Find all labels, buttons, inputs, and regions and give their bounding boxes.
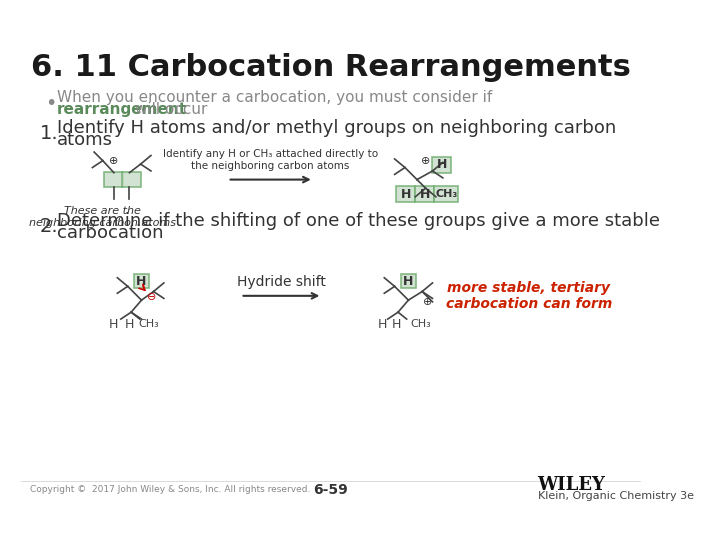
Text: •: • bbox=[45, 94, 56, 113]
Text: Copyright ©  2017 John Wiley & Sons, Inc. All rights reserved.: Copyright © 2017 John Wiley & Sons, Inc.… bbox=[30, 485, 310, 494]
Text: 6. 11 Carbocation Rearrangements: 6. 11 Carbocation Rearrangements bbox=[31, 53, 631, 82]
Text: When you encounter a carbocation, you must consider if: When you encounter a carbocation, you mu… bbox=[57, 90, 492, 105]
Text: H: H bbox=[437, 158, 447, 172]
Text: H: H bbox=[400, 188, 411, 201]
Text: Determine if the shifting of one of these groups give a more stable: Determine if the shifting of one of thes… bbox=[57, 212, 660, 230]
Text: ⊕: ⊕ bbox=[421, 156, 431, 166]
Bar bbox=[433, 157, 451, 173]
Text: H: H bbox=[420, 188, 430, 201]
Text: H: H bbox=[109, 318, 119, 330]
Text: CH₃: CH₃ bbox=[435, 189, 457, 199]
Text: carbocation: carbocation bbox=[57, 224, 163, 242]
Text: 2.: 2. bbox=[40, 218, 58, 237]
Text: 1.: 1. bbox=[40, 124, 58, 144]
Text: H: H bbox=[403, 275, 413, 288]
Bar bbox=[415, 186, 434, 202]
Text: 6-59: 6-59 bbox=[313, 483, 348, 497]
Text: CH₃: CH₃ bbox=[138, 319, 158, 329]
Bar bbox=[104, 172, 123, 187]
Text: ⊕: ⊕ bbox=[423, 297, 432, 307]
Text: Identify H atoms and/or methyl groups on neighboring carbon: Identify H atoms and/or methyl groups on… bbox=[57, 119, 616, 137]
Text: H: H bbox=[125, 318, 134, 330]
Text: CH₃: CH₃ bbox=[410, 319, 431, 329]
Text: rearrangement: rearrangement bbox=[57, 103, 187, 117]
Text: Hydride shift: Hydride shift bbox=[237, 275, 325, 289]
Bar bbox=[122, 172, 140, 187]
Text: Klein, Organic Chemistry 3e: Klein, Organic Chemistry 3e bbox=[538, 490, 693, 501]
Bar bbox=[400, 274, 416, 288]
Bar bbox=[134, 274, 149, 288]
Text: ⊕: ⊕ bbox=[109, 156, 119, 166]
Text: H: H bbox=[378, 318, 387, 330]
Text: WILEY: WILEY bbox=[538, 476, 606, 494]
Text: will occur: will occur bbox=[130, 103, 207, 117]
Bar bbox=[434, 186, 459, 202]
Bar bbox=[396, 186, 415, 202]
Text: Identify any H or CH₃ attached directly to
the neighboring carbon atoms: Identify any H or CH₃ attached directly … bbox=[163, 150, 378, 171]
Text: atoms: atoms bbox=[57, 131, 113, 149]
Text: ⊖: ⊖ bbox=[147, 292, 156, 302]
Text: H: H bbox=[392, 318, 401, 330]
Text: These are the
neighboring carbon atoms: These are the neighboring carbon atoms bbox=[30, 206, 176, 228]
Text: more stable, tertiary
carbocation can form: more stable, tertiary carbocation can fo… bbox=[446, 281, 612, 311]
Text: H: H bbox=[136, 275, 147, 288]
